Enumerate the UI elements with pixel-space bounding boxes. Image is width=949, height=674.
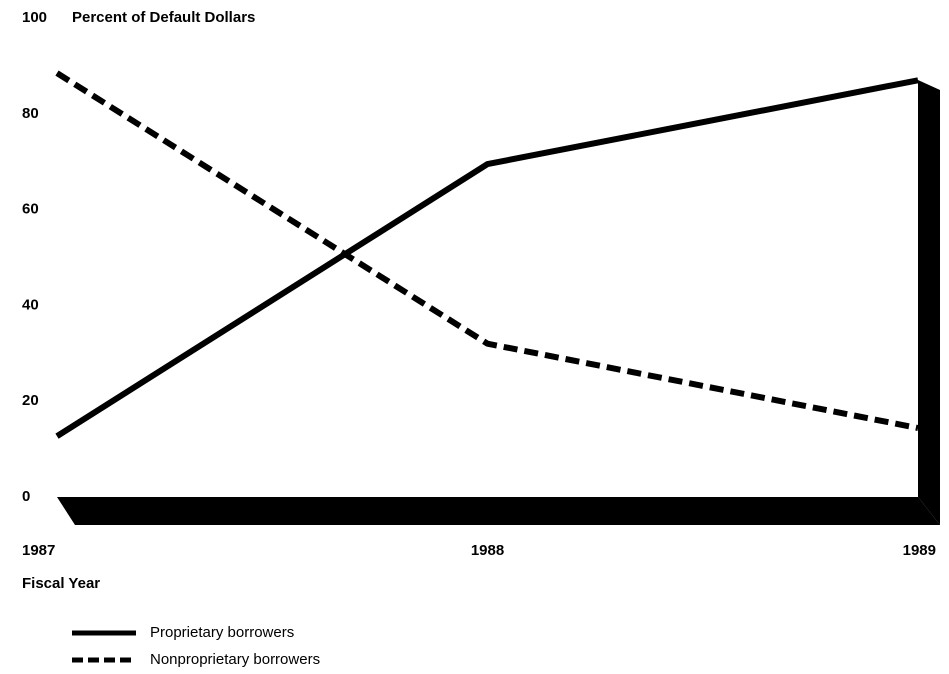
x-tick-label: 1987 [22, 542, 55, 559]
legend-label: Proprietary borrowers [150, 624, 294, 641]
line-series [55, 70, 919, 431]
y-tick-label: 0 [22, 488, 30, 505]
y-tick-label: 80 [22, 105, 39, 122]
y-tick-label: 40 [22, 296, 39, 313]
x-tick-label: 1989 [903, 542, 936, 559]
wall-shadow [918, 80, 940, 525]
chart-title: Percent of Default Dollars [72, 9, 255, 26]
x-axis-label: Fiscal Year [22, 575, 100, 592]
y-tick-label: 60 [22, 201, 39, 218]
y-tick-label: 20 [22, 392, 39, 409]
line-series [55, 77, 919, 439]
floor-shadow [57, 497, 940, 525]
y-tick-label: 100 [22, 9, 47, 26]
legend-label: Nonproprietary borrowers [150, 651, 320, 668]
x-tick-label: 1988 [471, 542, 504, 559]
